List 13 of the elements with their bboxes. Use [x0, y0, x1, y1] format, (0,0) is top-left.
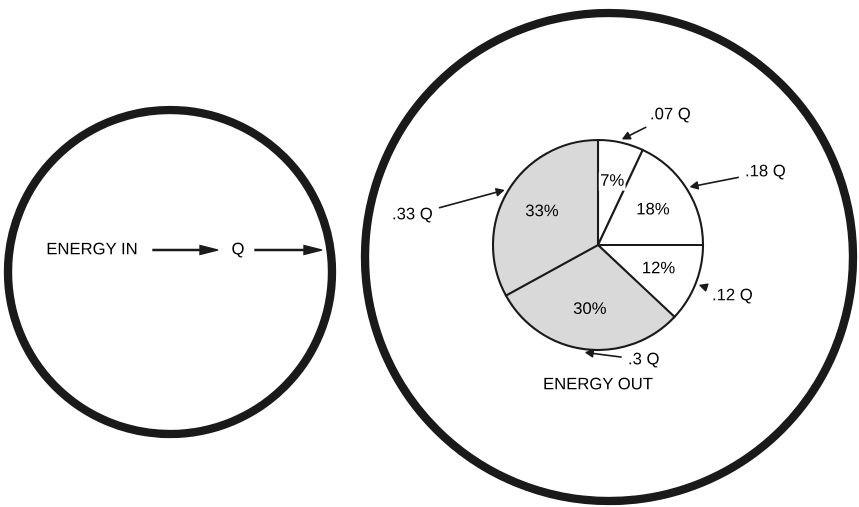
data-label: 7% [601, 174, 624, 186]
slice-label: .3 Q [630, 352, 659, 368]
slice-label: .07 Q [652, 108, 690, 122]
data-label: 30% [574, 302, 606, 314]
text: ENERGY OUT [544, 378, 653, 390]
data-label: 33% [526, 204, 558, 216]
legend-label: .12 Q [714, 288, 752, 304]
text: Q [232, 242, 244, 258]
slice-label: .33 Q [394, 208, 432, 222]
slice-label: .18 Q [746, 164, 785, 180]
data-label: 18% [638, 202, 670, 215]
text: ENERGY IN [48, 242, 136, 254]
data-label: 12% [643, 262, 675, 274]
